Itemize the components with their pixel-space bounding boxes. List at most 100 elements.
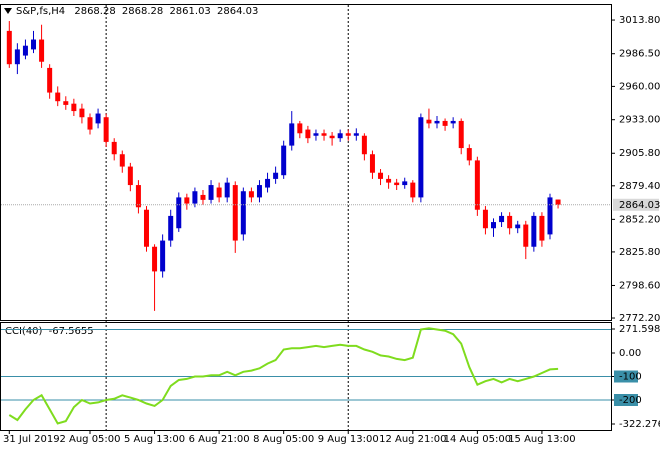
candle-body — [184, 197, 190, 204]
candle-body — [14, 49, 20, 65]
y-tick-label: 2798.60 — [619, 280, 660, 291]
candle-body — [265, 178, 271, 188]
candle-body — [273, 172, 279, 179]
candle-body — [87, 117, 93, 130]
candle-body — [353, 133, 359, 136]
y-tick-label: 2986.50 — [619, 49, 660, 60]
candle-body — [329, 135, 335, 139]
candle-body — [378, 172, 384, 179]
candle-body — [208, 185, 214, 200]
x-tick-label: 6 Aug 21:00 — [189, 434, 250, 445]
menu-arrow — [4, 8, 12, 14]
candle-body — [103, 117, 109, 142]
candle-body — [345, 133, 351, 136]
candle-body — [547, 197, 553, 235]
candle-body — [450, 120, 456, 124]
candle-body — [143, 209, 149, 247]
x-tick-label: 2 Aug 05:00 — [59, 434, 120, 445]
candle-body — [491, 222, 496, 229]
candle-body — [426, 119, 432, 124]
candle-body — [281, 145, 287, 176]
candle-body — [289, 123, 295, 146]
candle-body — [55, 92, 61, 102]
candle-body — [482, 209, 488, 229]
candle-body — [418, 117, 424, 198]
x-tick-label: 15 Aug 13:00 — [508, 434, 575, 445]
symbol: S&P,fs,H4 — [16, 6, 65, 17]
y-tick-label: 3013.80 — [619, 15, 660, 26]
candle-body — [216, 187, 222, 198]
candle-body — [531, 215, 537, 247]
indicator-tick-label: -100 — [619, 372, 642, 383]
x-tick-label: 5 Aug 13:00 — [124, 434, 185, 445]
candle-body — [369, 154, 375, 173]
open: 2868.28 — [74, 6, 115, 17]
header: S&P,fs,H4 2868.28 2868.28 2861.03 2864.0… — [16, 6, 258, 17]
indicator-tick-label: 0.00 — [619, 348, 641, 359]
candle-body — [192, 191, 198, 204]
current-price-label: 2864.03 — [619, 200, 660, 211]
candle-body — [119, 154, 125, 167]
candle-body — [386, 178, 392, 183]
candle-body — [297, 123, 303, 134]
indicator-line — [8, 327, 559, 425]
candle-body — [458, 120, 464, 149]
candle-body — [507, 215, 513, 229]
candle-body — [22, 45, 28, 56]
y-tick-label: 2905.80 — [619, 148, 660, 159]
y-tick-label: 2933.00 — [619, 115, 660, 126]
plot — [6, 5, 561, 430]
candle-body — [305, 129, 311, 139]
indicator-tick-box — [614, 394, 638, 406]
candle-body — [474, 160, 480, 210]
y-tick-label: 2960.00 — [619, 81, 660, 92]
candle-body — [6, 30, 12, 65]
x-tick-label: 12 Aug 21:00 — [379, 434, 446, 445]
candle-body — [224, 182, 230, 198]
candle-body — [111, 141, 117, 155]
x-tick-label: 14 Aug 05:00 — [444, 434, 511, 445]
indicator-tick-label: -200 — [619, 395, 642, 406]
low: 2861.03 — [169, 6, 210, 17]
x-tick-label: 9 Aug 13:00 — [318, 434, 379, 445]
candle-body — [499, 215, 505, 223]
candle-body — [361, 135, 367, 155]
candle-body — [31, 39, 37, 50]
candle-body — [321, 133, 327, 136]
candle-body — [313, 133, 319, 136]
candle-body — [256, 185, 262, 198]
candle-body — [63, 101, 69, 105]
close: 2864.03 — [217, 6, 258, 17]
current-price-box — [613, 198, 659, 211]
candle-body — [160, 240, 166, 272]
candle-body — [71, 103, 77, 112]
indicator-value: -67.5655 — [49, 326, 94, 337]
main-pane — [0, 4, 612, 321]
candle-body — [402, 181, 408, 186]
candle-body — [135, 185, 141, 208]
x-tick-label: 31 Jul 2019 — [3, 434, 60, 445]
candle-body — [555, 199, 561, 205]
candle-body — [79, 108, 85, 118]
y-tick-label: 2879.40 — [619, 181, 660, 192]
candle-body — [337, 133, 343, 139]
candle-body — [539, 215, 545, 241]
candle-body — [152, 246, 158, 272]
candle-body — [434, 120, 440, 124]
y-tick-label: 2772.20 — [619, 313, 660, 324]
candle-body — [466, 148, 472, 161]
candle-body — [248, 191, 254, 198]
x-tick-label: 8 Aug 05:00 — [253, 434, 314, 445]
candle-body — [47, 67, 53, 93]
candle-body — [232, 185, 238, 241]
candle-body — [95, 113, 101, 124]
indicator-header: CCI(40) -67.5655 — [5, 326, 94, 337]
candle-body — [127, 166, 133, 186]
y-tick-label: 2852.20 — [619, 214, 660, 225]
candle-body — [515, 224, 521, 229]
indicator-tick-label: -322.2764 — [619, 419, 660, 430]
indicator-tick-box — [614, 370, 638, 383]
candle-body — [200, 194, 206, 200]
